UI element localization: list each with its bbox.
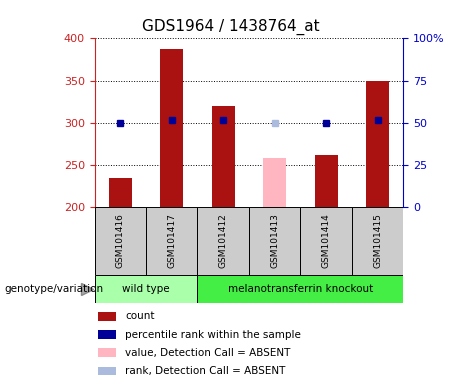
- Text: value, Detection Call = ABSENT: value, Detection Call = ABSENT: [125, 348, 291, 358]
- Bar: [98, 348, 116, 357]
- Text: GSM101416: GSM101416: [116, 214, 125, 268]
- Bar: [249, 207, 301, 275]
- Bar: [314, 155, 338, 207]
- Bar: [160, 48, 183, 207]
- Text: GSM101413: GSM101413: [270, 214, 279, 268]
- Text: GDS1964 / 1438764_at: GDS1964 / 1438764_at: [142, 19, 319, 35]
- Bar: [98, 312, 116, 321]
- Bar: [212, 106, 235, 207]
- Bar: [109, 178, 132, 207]
- Text: melanotransferrin knockout: melanotransferrin knockout: [228, 284, 373, 294]
- Bar: [98, 367, 116, 376]
- Text: GSM101412: GSM101412: [219, 214, 228, 268]
- Bar: [197, 207, 249, 275]
- Text: genotype/variation: genotype/variation: [5, 284, 104, 294]
- Text: GSM101415: GSM101415: [373, 214, 382, 268]
- Bar: [95, 275, 197, 303]
- Text: count: count: [125, 311, 155, 321]
- Bar: [95, 207, 146, 275]
- Bar: [352, 207, 403, 275]
- Bar: [146, 207, 197, 275]
- Bar: [197, 275, 403, 303]
- Text: rank, Detection Call = ABSENT: rank, Detection Call = ABSENT: [125, 366, 286, 376]
- Text: percentile rank within the sample: percentile rank within the sample: [125, 329, 301, 339]
- Bar: [366, 81, 389, 207]
- Bar: [98, 330, 116, 339]
- Text: GSM101417: GSM101417: [167, 214, 176, 268]
- Bar: [263, 158, 286, 207]
- Bar: [301, 207, 352, 275]
- Text: wild type: wild type: [122, 284, 170, 294]
- Text: GSM101414: GSM101414: [322, 214, 331, 268]
